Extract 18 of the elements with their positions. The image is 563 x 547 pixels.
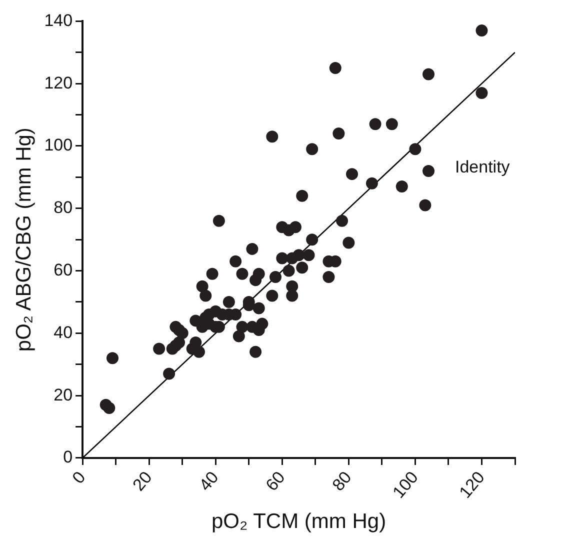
y-tick-label: 40 xyxy=(54,322,73,342)
y-tick-label: 140 xyxy=(44,10,73,30)
text: Identity xyxy=(455,157,510,176)
x-tick-label: 0 xyxy=(68,468,90,488)
y-tick-label: 100 xyxy=(44,136,73,155)
x-tick-label: 40 xyxy=(196,468,222,495)
y-tick-label: 20 xyxy=(54,385,73,404)
x-tick-label: 120 xyxy=(456,468,488,502)
x-tick-label: 60 xyxy=(262,468,289,495)
x-axis-title: pO₂ TCM (mm Hg) xyxy=(211,510,386,534)
y-tick-label: 80 xyxy=(54,198,73,218)
x-tick-label: 20 xyxy=(129,468,156,495)
x-tick-label: 80 xyxy=(328,468,356,495)
y-tick-label: 60 xyxy=(54,260,73,280)
x-tick-label: 100 xyxy=(389,468,422,502)
y-tick-label: 120 xyxy=(44,73,73,92)
y-tick-label: 0 xyxy=(63,448,73,467)
y-axis-title: pO₂ ABG/CBG (mm Hg) xyxy=(12,128,36,352)
